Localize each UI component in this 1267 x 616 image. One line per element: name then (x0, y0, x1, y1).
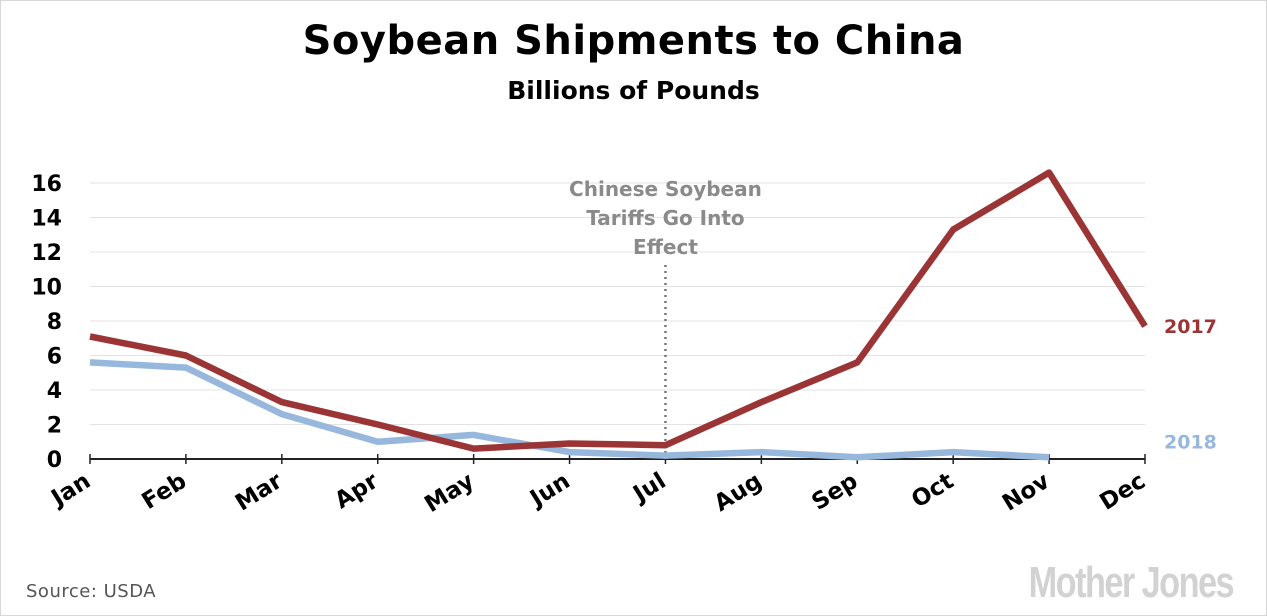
x-tick-label: Jul (627, 468, 670, 509)
series-label-2017: 2017 (1164, 316, 1217, 338)
y-tick-label: 8 (47, 310, 62, 335)
y-tick-label: 4 (47, 379, 62, 404)
chart-title: Soybean Shipments to China (302, 18, 965, 64)
tariff-annotation: Chinese Soybean Tariffs Go Into Effect (569, 177, 762, 459)
y-tick-label: 6 (47, 345, 62, 370)
x-tick-label: Aug (710, 468, 767, 517)
x-tick-label: Sep (807, 468, 862, 516)
gridlines (90, 182, 1145, 425)
y-tick-label: 10 (31, 276, 62, 301)
x-tick-label: Oct (907, 468, 958, 513)
y-tick-label: 12 (31, 241, 62, 266)
x-tick-label: Dec (1095, 468, 1150, 516)
annotation-text: Effect (633, 235, 698, 259)
x-tick-label: Jan (45, 468, 95, 513)
annotation-text: Tariffs Go Into (586, 206, 744, 230)
x-tick-label: May (420, 468, 478, 518)
x-axis: Jan Feb Mar Apr May Jun Jul Aug Sep Oct Nov Dec (45, 454, 1150, 518)
series-lines (89, 169, 1148, 461)
y-tick-label: 16 (31, 172, 62, 197)
x-tick-label: Jun (524, 468, 575, 513)
x-tick-label: Apr (330, 468, 383, 515)
publisher-logo: Mother Jones (1028, 558, 1235, 607)
y-tick-label: 14 (31, 207, 62, 232)
x-tick-label: Feb (138, 468, 192, 515)
annotation-text: Chinese Soybean (569, 177, 762, 201)
series-labels: 2017 2018 (1164, 316, 1217, 453)
y-tick-label: 2 (47, 414, 62, 439)
series-line-2017 (89, 169, 1148, 452)
chart-subtitle: Billions of Pounds (507, 76, 760, 105)
source-note: Source: USDA (26, 581, 157, 602)
y-tick-label: 0 (47, 448, 62, 473)
x-tick-label: Nov (998, 468, 1054, 517)
x-tick-label: Mar (231, 468, 288, 517)
series-line-2018 (89, 359, 1050, 461)
y-axis: 0 2 4 6 8 10 12 14 16 (31, 172, 62, 473)
series-label-2018: 2018 (1164, 432, 1217, 454)
